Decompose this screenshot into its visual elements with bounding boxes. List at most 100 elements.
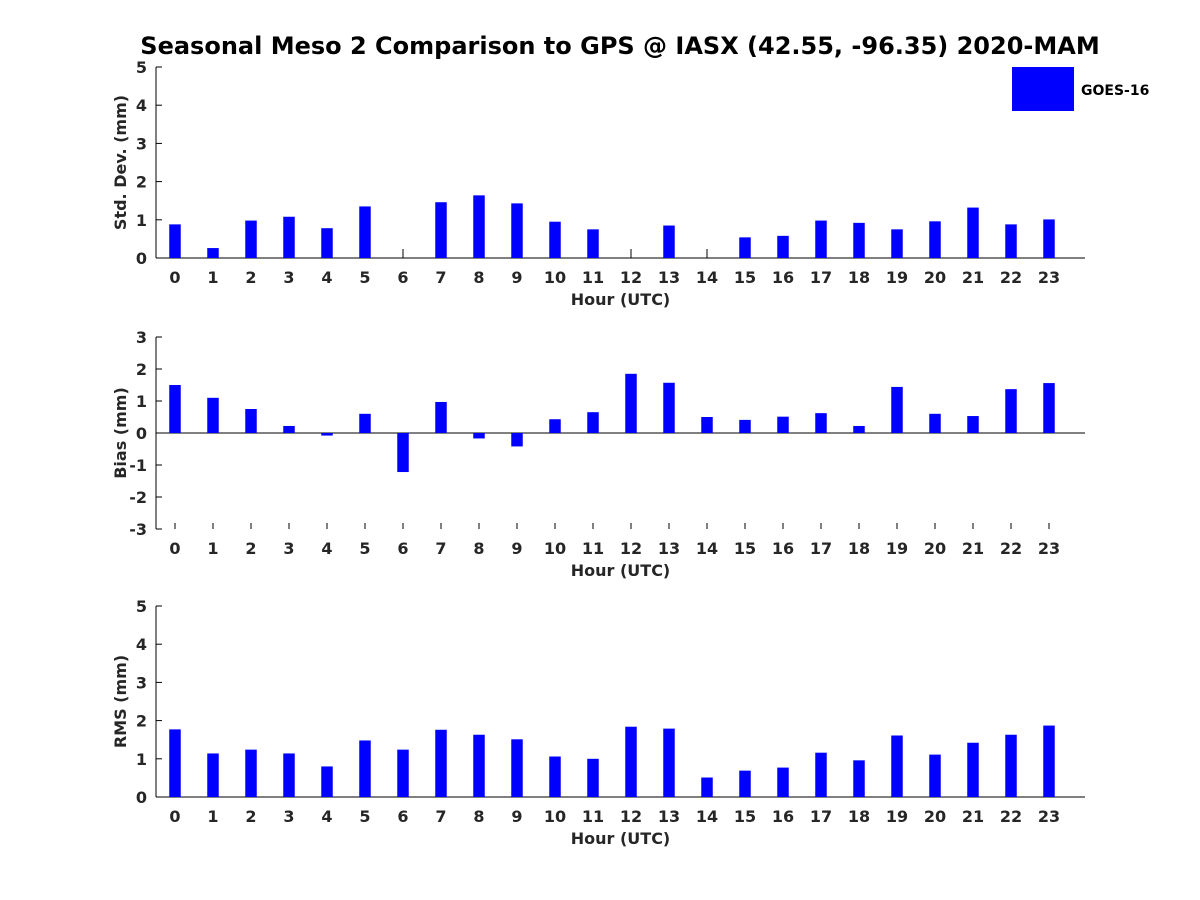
x-tick-label: 8 <box>473 807 484 826</box>
bar <box>891 229 903 258</box>
x-tick-label: 11 <box>582 539 604 558</box>
y-tick-label: 1 <box>136 211 147 230</box>
legend: GOES-16 <box>1012 67 1149 111</box>
bar <box>815 752 827 797</box>
x-tick-label: 18 <box>848 807 870 826</box>
bar <box>967 207 979 258</box>
x-tick-label: 4 <box>321 539 332 558</box>
x-tick-label: 17 <box>810 807 832 826</box>
bar <box>511 433 523 447</box>
x-tick-label: 10 <box>544 268 566 287</box>
x-tick-label: 15 <box>734 268 756 287</box>
bar <box>739 419 751 433</box>
bar <box>625 726 637 797</box>
bar <box>359 206 371 258</box>
bar <box>549 221 561 258</box>
x-tick-label: 21 <box>962 268 984 287</box>
x-tick-label: 20 <box>924 268 946 287</box>
legend-swatch <box>1012 67 1074 111</box>
x-tick-label: 15 <box>734 539 756 558</box>
x-tick-label: 22 <box>1000 539 1022 558</box>
bar <box>1043 383 1055 433</box>
x-tick-label: 12 <box>620 268 642 287</box>
x-tick-label: 1 <box>207 807 218 826</box>
x-tick-label: 13 <box>658 539 680 558</box>
x-tick-label: 4 <box>321 268 332 287</box>
y-tick-label: 4 <box>136 635 147 654</box>
x-tick-label: 1 <box>207 268 218 287</box>
bar <box>929 754 941 797</box>
x-tick-label: 9 <box>511 268 522 287</box>
bar <box>169 729 181 797</box>
bar <box>207 397 219 433</box>
bar <box>1005 734 1017 797</box>
x-tick-label: 2 <box>245 539 256 558</box>
bar <box>321 228 333 258</box>
bar <box>283 753 295 797</box>
bar <box>701 417 713 433</box>
bar <box>473 734 485 797</box>
bar <box>853 760 865 797</box>
bar <box>473 195 485 258</box>
y-tick-label: 3 <box>136 328 147 347</box>
x-tick-label: 12 <box>620 539 642 558</box>
bar <box>283 425 295 433</box>
bar <box>245 220 257 258</box>
bar <box>853 222 865 258</box>
bar <box>663 382 675 433</box>
x-tick-label: 20 <box>924 807 946 826</box>
y-axis-label: Bias (mm) <box>111 387 130 479</box>
bar <box>549 756 561 797</box>
x-tick-label: 16 <box>772 807 794 826</box>
x-tick-label: 18 <box>848 539 870 558</box>
bar <box>891 735 903 797</box>
x-tick-label: 4 <box>321 807 332 826</box>
x-tick-label: 17 <box>810 539 832 558</box>
x-tick-label: 11 <box>582 268 604 287</box>
y-tick-label: 2 <box>136 360 147 379</box>
bar <box>245 409 257 433</box>
x-tick-label: 10 <box>544 539 566 558</box>
x-tick-label: 23 <box>1038 268 1060 287</box>
y-tick-label: -3 <box>129 520 147 539</box>
x-tick-label: 13 <box>658 807 680 826</box>
bar <box>929 221 941 258</box>
x-tick-label: 11 <box>582 807 604 826</box>
x-tick-label: 1 <box>207 539 218 558</box>
bar <box>283 216 295 258</box>
chart-title: Seasonal Meso 2 Comparison to GPS @ IASX… <box>140 32 1099 60</box>
bar <box>1043 725 1055 797</box>
x-tick-label: 14 <box>696 268 718 287</box>
bar <box>587 758 599 797</box>
bar <box>815 413 827 433</box>
bar <box>359 413 371 433</box>
y-tick-label: 1 <box>136 392 147 411</box>
bar <box>967 416 979 433</box>
x-tick-label: 0 <box>169 807 180 826</box>
x-tick-label: 9 <box>511 807 522 826</box>
x-tick-label: 12 <box>620 807 642 826</box>
x-tick-label: 23 <box>1038 807 1060 826</box>
bar <box>511 739 523 797</box>
bar <box>1005 389 1017 433</box>
y-tick-label: -1 <box>129 456 147 475</box>
bar <box>435 729 447 797</box>
bar <box>739 770 751 797</box>
x-tick-label: 18 <box>848 268 870 287</box>
y-tick-label: 1 <box>136 750 147 769</box>
bar <box>245 749 257 797</box>
x-tick-label: 0 <box>169 268 180 287</box>
y-tick-label: 5 <box>136 58 147 77</box>
x-axis-label: Hour (UTC) <box>571 290 671 309</box>
x-tick-label: 8 <box>473 539 484 558</box>
y-tick-label: 4 <box>136 96 147 115</box>
y-tick-label: 2 <box>136 712 147 731</box>
bar <box>853 425 865 433</box>
bar <box>625 373 637 433</box>
x-tick-label: 6 <box>397 807 408 826</box>
x-tick-label: 9 <box>511 539 522 558</box>
x-tick-label: 8 <box>473 268 484 287</box>
y-tick-label: 3 <box>136 673 147 692</box>
